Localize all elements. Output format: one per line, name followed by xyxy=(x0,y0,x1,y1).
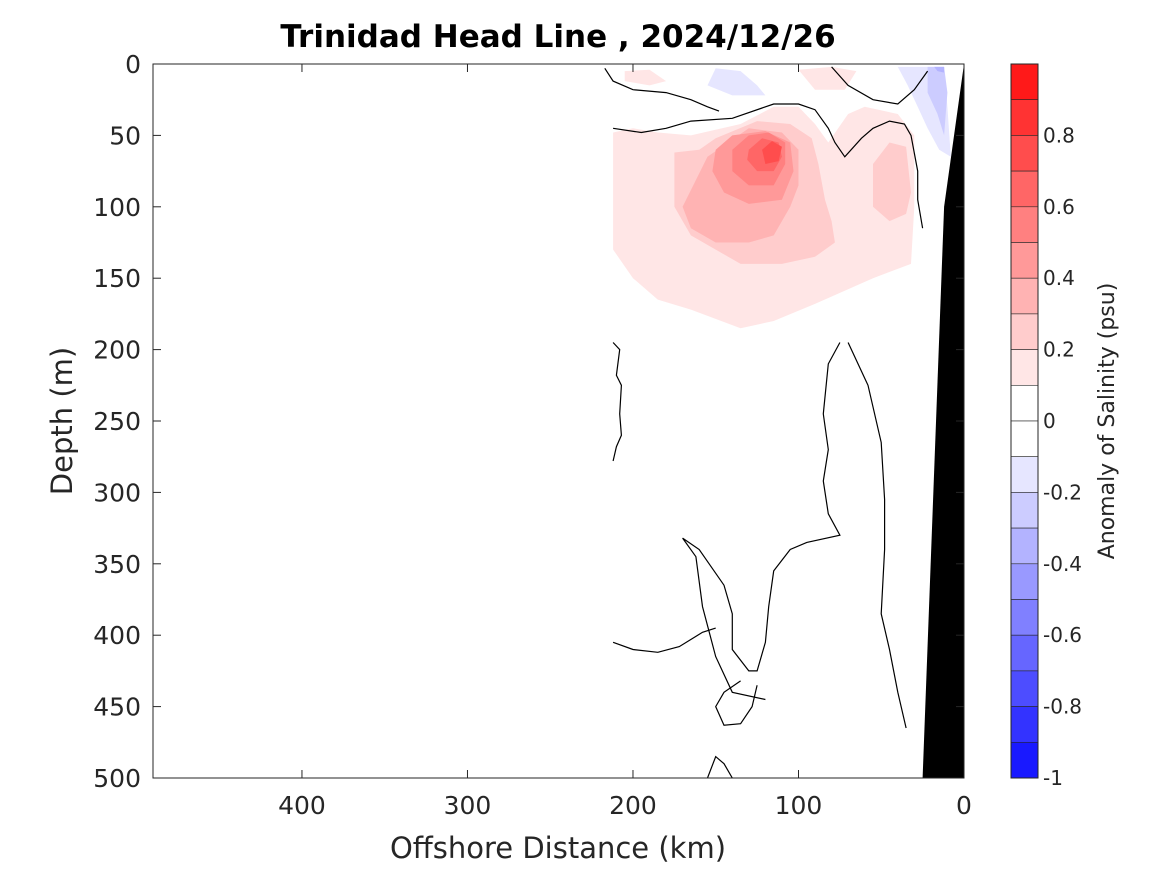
colorbar-label: Anomaly of Salinity (psu) xyxy=(1095,283,1120,560)
colorbar-tick-label-4: 0 xyxy=(1043,409,1056,433)
x-tick-label-3: 100 xyxy=(775,791,823,820)
colorbar-bin-5 xyxy=(1010,242,1039,279)
colorbar-bin-7 xyxy=(1010,313,1039,350)
y-axis-ticks: 0 50 100 150 200 250 300 350 400 450 500 xyxy=(93,50,964,793)
y-tick-label-10: 500 xyxy=(93,764,141,793)
land-mask-layer xyxy=(922,64,964,778)
x-tick-label-1: 300 xyxy=(444,791,492,820)
y-tick-label-8: 400 xyxy=(93,621,141,650)
colorbar-tick-label-0: 0.8 xyxy=(1043,123,1075,147)
colorbar-tick-label-6: -0.4 xyxy=(1043,552,1082,576)
salinity-region-12 xyxy=(927,66,948,136)
salinity-region-13 xyxy=(934,66,945,73)
salinity-region-10 xyxy=(707,68,766,96)
colorbar-bin-3 xyxy=(1010,170,1039,208)
colorbar-bin-12 xyxy=(1010,492,1039,529)
zero-contour-8 xyxy=(706,755,733,778)
colorbar-bin-18 xyxy=(1010,706,1039,743)
x-axis-ticks: 400 300 200 100 0 xyxy=(278,64,972,820)
zero-contour-2 xyxy=(831,66,929,105)
y-tick-label-5: 250 xyxy=(93,407,141,436)
salinity-region-4 xyxy=(873,142,911,222)
colorbar-bin-14 xyxy=(1010,563,1039,600)
x-tick-label-2: 200 xyxy=(609,791,657,820)
salinity-region-9 xyxy=(762,141,782,164)
colorbar-bin-10 xyxy=(1010,420,1039,458)
colorbar-bin-9 xyxy=(1010,384,1039,422)
colorbar-tick-label-5: -0.2 xyxy=(1043,480,1082,504)
land-mask xyxy=(922,64,964,778)
colorbar-bin-17 xyxy=(1010,670,1039,707)
colorbar-bin-15 xyxy=(1010,599,1039,636)
colorbar-bin-1 xyxy=(1010,99,1039,136)
colorbar-bin-11 xyxy=(1010,456,1039,493)
y-tick-label-3: 150 xyxy=(93,264,141,293)
y-tick-label-4: 200 xyxy=(93,336,141,365)
y-tick-label-1: 50 xyxy=(109,121,141,150)
salinity-region-1 xyxy=(624,69,667,86)
contour-fill-layer xyxy=(613,66,951,329)
x-tick-label-0: 400 xyxy=(278,791,326,820)
salinity-region-2 xyxy=(798,66,857,90)
colorbar-tick-label-1: 0.6 xyxy=(1043,195,1075,219)
y-axis-label: Depth (m) xyxy=(45,347,79,495)
colorbar-bin-0 xyxy=(1010,63,1039,101)
y-tick-label-9: 450 xyxy=(93,693,141,722)
colorbar-tick-label-2: 0.4 xyxy=(1043,266,1075,290)
colorbar-bin-16 xyxy=(1010,634,1039,672)
colorbar-bin-19 xyxy=(1010,741,1039,779)
x-axis-label: Offshore Distance (km) xyxy=(390,831,726,865)
zero-contour-7 xyxy=(715,680,758,726)
colorbar-tick-label-7: -0.6 xyxy=(1043,623,1082,647)
x-tick-label-4: 0 xyxy=(956,791,972,820)
colorbar-bin-6 xyxy=(1010,277,1039,315)
colorbar-frame xyxy=(1010,63,1039,779)
y-tick-label-2: 100 xyxy=(93,193,141,222)
colorbar: 0.8 0.6 0.4 0.2 0 -0.2 -0.4 -0.6 -0.8 -1 xyxy=(1010,63,1082,790)
y-tick-label-7: 350 xyxy=(93,550,141,579)
zero-contour-layer xyxy=(604,66,929,778)
zero-contour-1 xyxy=(613,103,924,229)
colorbar-bin-4 xyxy=(1010,206,1039,243)
colorbar-bin-13 xyxy=(1010,527,1039,565)
zero-contour-5 xyxy=(847,342,907,729)
y-tick-label-0: 0 xyxy=(125,50,141,79)
zero-contour-0 xyxy=(604,67,720,112)
zero-contour-4 xyxy=(682,342,841,701)
zero-contour-6 xyxy=(612,627,716,653)
zero-contour-3 xyxy=(612,342,623,462)
colorbar-bin-2 xyxy=(1010,135,1039,172)
chart-title: Trinidad Head Line , 2024/12/26 xyxy=(280,19,835,55)
y-tick-label-6: 300 xyxy=(93,478,141,507)
colorbar-tick-label-3: 0.2 xyxy=(1043,338,1075,362)
colorbar-bin-8 xyxy=(1010,349,1039,386)
colorbar-tick-label-8: -0.8 xyxy=(1043,695,1082,719)
colorbar-tick-label-9: -1 xyxy=(1043,766,1063,790)
